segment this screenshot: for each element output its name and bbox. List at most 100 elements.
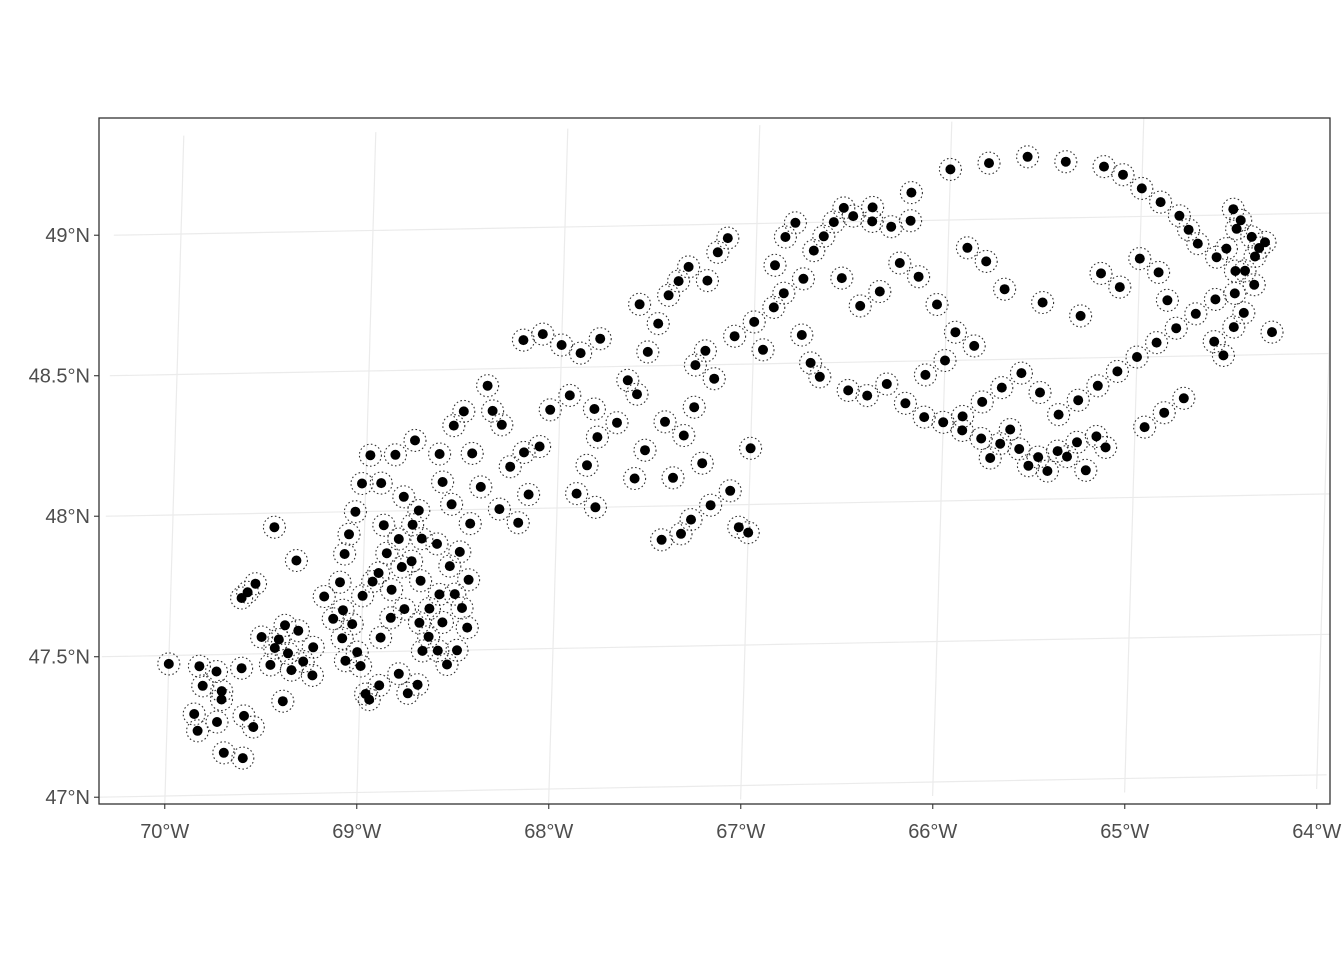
site-buffer-ring xyxy=(912,405,936,429)
site-point xyxy=(1042,466,1053,476)
site-point xyxy=(1174,210,1185,221)
site-point xyxy=(689,402,700,413)
site-buffer-ring xyxy=(440,492,464,516)
site-point xyxy=(434,589,445,600)
site-buffer-ring xyxy=(321,607,345,631)
site-point xyxy=(407,519,418,530)
site-point xyxy=(838,202,849,213)
site-buffer-ring xyxy=(848,294,872,318)
site-point xyxy=(1062,451,1072,462)
site-point xyxy=(1178,393,1189,404)
parallel-line xyxy=(105,493,1330,517)
site-point xyxy=(874,286,885,297)
site-buffer-ring xyxy=(693,339,717,363)
site-buffer-ring xyxy=(1260,320,1284,344)
site-buffer-ring xyxy=(1233,259,1257,283)
site-point xyxy=(378,520,389,531)
site-point xyxy=(1211,252,1222,263)
site-point xyxy=(399,604,410,615)
site-buffer-ring xyxy=(605,411,629,435)
site-point xyxy=(995,438,1006,449)
site-point xyxy=(197,680,208,691)
site-buffer-ring xyxy=(1108,275,1132,299)
site-buffer-ring xyxy=(716,226,740,250)
site-point xyxy=(729,331,740,342)
site-buffer-ring xyxy=(205,710,229,734)
site-buffer-ring xyxy=(1202,330,1226,354)
site-point xyxy=(676,528,686,539)
site-buffer-ring xyxy=(330,626,354,650)
site-point xyxy=(364,694,375,705)
site-point xyxy=(913,271,924,282)
site-point xyxy=(467,448,478,459)
site-point xyxy=(678,430,689,441)
site-buffer-ring xyxy=(481,399,505,423)
site-point xyxy=(843,385,854,396)
site-point xyxy=(673,276,684,287)
y-axis: 47°N 47.5°N 48°N 48.5°N 49°N xyxy=(29,225,99,809)
site-point xyxy=(339,549,350,559)
site-point xyxy=(367,576,378,587)
site-point xyxy=(192,725,203,736)
site-buffer-ring xyxy=(387,662,411,686)
site-buffer-ring xyxy=(1130,176,1154,200)
site-buffer-ring xyxy=(683,353,707,377)
site-point xyxy=(778,288,789,299)
site-point xyxy=(1005,424,1016,435)
site-buffer-ring xyxy=(262,515,286,539)
site-point xyxy=(1132,352,1142,362)
site-point xyxy=(770,260,780,271)
site-point xyxy=(1151,337,1162,348)
site-buffer-ring xyxy=(357,688,381,712)
site-point xyxy=(537,329,548,340)
site-buffer-ring xyxy=(933,348,957,373)
site-point xyxy=(796,330,807,340)
site-buffer-ring xyxy=(333,649,357,673)
site-buffer-ring xyxy=(455,616,479,640)
site-buffer-ring xyxy=(1225,217,1249,241)
site-point xyxy=(702,275,713,286)
site-point xyxy=(236,663,247,674)
site-buffer-ring xyxy=(383,443,407,467)
site-buffer-ring xyxy=(273,613,297,637)
meridian-line xyxy=(164,135,185,804)
site-buffer-ring xyxy=(1147,260,1171,284)
x-tick-label: 65°W xyxy=(1100,821,1149,843)
site-point xyxy=(1022,151,1033,162)
site-buffer-ring xyxy=(331,598,355,622)
site-buffer-ring xyxy=(369,471,393,495)
site-buffer-ring xyxy=(569,341,593,365)
site-point xyxy=(291,555,302,566)
site-buffer-ring xyxy=(623,466,647,491)
site-buffer-ring xyxy=(990,376,1014,400)
site-point xyxy=(417,645,428,656)
site-point xyxy=(534,441,545,452)
site-buffer-ring xyxy=(1167,204,1191,228)
site-buffer-ring xyxy=(351,584,375,608)
site-point xyxy=(189,709,200,719)
site-buffer-ring xyxy=(538,398,562,422)
site-point xyxy=(352,647,363,658)
site-buffer-ring xyxy=(736,521,760,545)
site-point xyxy=(239,710,249,721)
site-point xyxy=(848,211,859,222)
site-point xyxy=(265,659,276,670)
site-buffer-ring xyxy=(241,715,265,739)
site-point xyxy=(906,187,917,198)
site-buffer-ring xyxy=(1125,345,1149,369)
site-point xyxy=(385,612,396,623)
sample-sites xyxy=(163,151,1277,764)
site-buffer-ring xyxy=(1066,388,1090,412)
site-point xyxy=(457,603,467,613)
site-point xyxy=(496,419,507,430)
site-point xyxy=(686,514,696,525)
x-tick-label: 67°W xyxy=(716,821,765,843)
site-point xyxy=(449,589,460,600)
site-point xyxy=(798,273,809,284)
site-buffer-ring xyxy=(230,656,254,680)
site-point xyxy=(749,316,760,327)
site-point xyxy=(1014,444,1025,454)
site-point xyxy=(1171,323,1182,334)
site-point xyxy=(1073,395,1084,406)
